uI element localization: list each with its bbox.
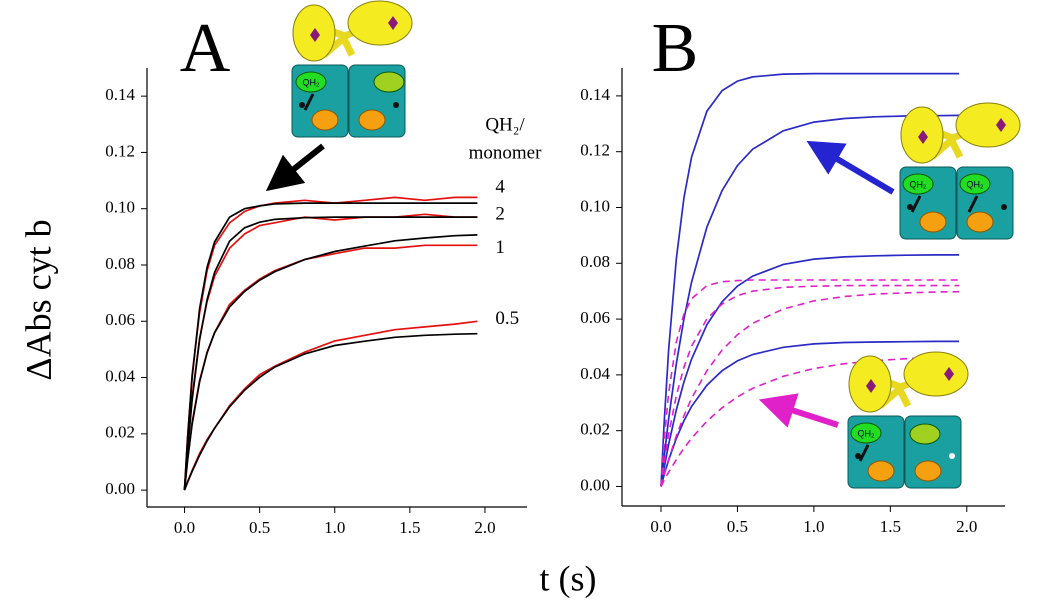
curve-label: 4 <box>495 176 505 197</box>
x-axis-title: t (s) <box>540 558 597 598</box>
panel-label: A <box>180 10 231 87</box>
y-tick-label: 0.14 <box>105 85 135 104</box>
x-tick-label: 1.0 <box>324 518 345 537</box>
inset-label: QH₂ <box>967 179 985 189</box>
curve-label: 1 <box>495 237 505 258</box>
iron-sulfur-domain <box>903 351 969 397</box>
y-tick-label: 0.14 <box>580 85 610 104</box>
data-line <box>183 202 478 491</box>
electron-path <box>910 195 922 213</box>
data-line <box>660 114 960 487</box>
x-tick-label: 2.0 <box>474 518 495 537</box>
x-tick-label: 2.0 <box>956 517 977 536</box>
heme-bl <box>919 211 947 233</box>
x-tick-label: 1.5 <box>399 518 420 537</box>
heme-bh <box>1001 204 1007 210</box>
y-tick-label: 0.02 <box>580 420 610 439</box>
heme-bl <box>966 211 994 233</box>
arrow <box>265 143 325 192</box>
y-tick-label: 0.10 <box>580 196 610 215</box>
data-line <box>660 254 960 487</box>
electron-path <box>967 195 979 213</box>
x-tick-label: 0.0 <box>650 517 671 536</box>
data-line <box>183 213 478 491</box>
x-tick-label: 0.0 <box>174 518 195 537</box>
iron-sulfur-domain <box>347 0 413 46</box>
x-tick-label: 0.5 <box>249 518 270 537</box>
data-line <box>183 196 478 491</box>
data-line <box>183 216 478 491</box>
y-axis-title: ΔAbs cyt b <box>18 219 58 380</box>
data-line <box>660 279 960 487</box>
x-tick-label: 1.0 <box>803 517 824 536</box>
curve-label: 2 <box>495 204 505 225</box>
y-tick-label: 0.12 <box>580 141 610 160</box>
qo-site <box>295 71 327 93</box>
qo-site <box>902 173 934 195</box>
inset-diagram: QH₂ <box>291 0 413 138</box>
qo-site <box>850 422 882 444</box>
arrow <box>758 393 839 428</box>
y-tick-label: 0.02 <box>105 423 135 442</box>
heme <box>996 118 1006 132</box>
curve-label: 0.5 <box>495 308 519 329</box>
heme-bl <box>914 460 942 482</box>
panel-label: B <box>652 10 699 87</box>
arrow <box>806 140 895 195</box>
heme <box>388 16 398 30</box>
heme <box>918 130 928 144</box>
y-tick-label: 0.08 <box>105 254 135 273</box>
iron-sulfur-domain <box>955 102 1021 148</box>
heme-bh <box>907 204 913 210</box>
data-line <box>660 284 960 487</box>
heme-bl <box>867 460 895 482</box>
inset-diagram: QH₂ QH₂ <box>899 102 1021 240</box>
y-tick-label: 0.06 <box>580 308 610 327</box>
data-line <box>183 244 478 491</box>
heme-bh <box>393 102 399 108</box>
heme-bh <box>855 453 861 459</box>
data-line <box>660 72 960 487</box>
data-line <box>183 234 478 491</box>
heme <box>944 367 954 381</box>
qo-site <box>373 71 405 93</box>
y-tick-label: 0.04 <box>105 366 135 385</box>
y-tick-label: 0.00 <box>580 475 610 494</box>
y-tick-label: 0.12 <box>105 141 135 160</box>
inset-label: QH₂ <box>910 179 928 189</box>
electron-path <box>303 93 315 111</box>
heme-bl <box>311 109 339 131</box>
y-tick-label: 0.06 <box>105 310 135 329</box>
x-tick-label: 1.5 <box>880 517 901 536</box>
qo-site <box>909 423 941 445</box>
heme-bl <box>358 109 386 131</box>
x-tick-label: 0.5 <box>727 517 748 536</box>
data-line <box>660 290 960 487</box>
qo-site <box>959 173 991 195</box>
heme <box>310 28 320 42</box>
heme <box>866 379 876 393</box>
heme-bh <box>299 102 305 108</box>
heme-bh <box>949 453 955 459</box>
y-tick-label: 0.08 <box>580 252 610 271</box>
data-line <box>660 355 960 487</box>
inset-label: QH₂ <box>858 428 876 438</box>
inset-label: QH₂ <box>303 77 321 87</box>
y-tick-label: 0.04 <box>580 364 610 383</box>
y-tick-label: 0.00 <box>105 479 135 498</box>
electron-path <box>858 444 870 462</box>
y-tick-label: 0.10 <box>105 198 135 217</box>
data-line <box>183 332 478 491</box>
curve-note: QH₂/ <box>485 114 525 135</box>
inset-diagram: QH₂ <box>847 351 969 489</box>
curve-note: monomer <box>469 142 542 163</box>
